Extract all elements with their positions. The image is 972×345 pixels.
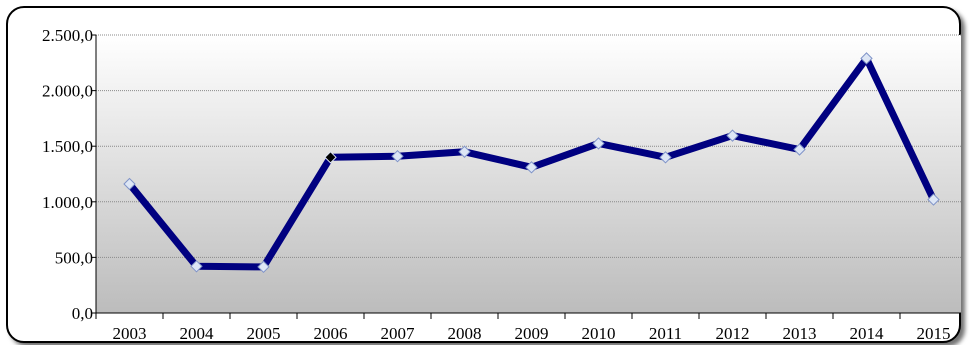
data-point-2008 (458, 145, 471, 158)
data-point-2005 (257, 260, 270, 274)
x-tick-label: 2013 (783, 324, 817, 343)
y-tick-label: 1.500,0 (42, 137, 93, 156)
x-tick-label: 2008 (448, 324, 482, 343)
x-tick-label: 2010 (582, 324, 616, 343)
plot-area (96, 35, 961, 313)
x-tick-label: 2015 (917, 324, 951, 343)
data-point-2015 (927, 193, 940, 206)
data-point-2011 (659, 151, 672, 164)
x-tick-label: 2003 (113, 324, 147, 343)
data-point-2012 (726, 129, 739, 142)
y-tick-label: 1.000,0 (42, 193, 93, 212)
x-tick-label: 2014 (850, 324, 885, 343)
x-tick-label: 2009 (515, 324, 549, 343)
x-tick-label: 2006 (314, 324, 348, 343)
data-point-2013 (793, 143, 806, 156)
y-tick-label: 500,0 (55, 248, 93, 267)
x-tick-label: 2012 (716, 324, 750, 343)
data-point-2009 (525, 161, 538, 174)
data-point-2007 (391, 150, 404, 163)
x-tick-label: 2011 (649, 324, 682, 343)
x-tick-label: 2007 (381, 324, 416, 343)
x-tick-label: 2005 (247, 324, 281, 343)
data-point-2006 (324, 151, 337, 164)
y-tick-label: 0,0 (72, 304, 93, 323)
data-point-2003 (123, 177, 136, 191)
y-tick-label: 2.500,0 (42, 26, 93, 45)
data-point-2004 (190, 260, 203, 273)
y-tick-label: 2.000,0 (42, 82, 93, 101)
data-point-2014 (860, 52, 873, 65)
data-point-2010 (592, 137, 605, 150)
x-tick-label: 2004 (180, 324, 215, 343)
